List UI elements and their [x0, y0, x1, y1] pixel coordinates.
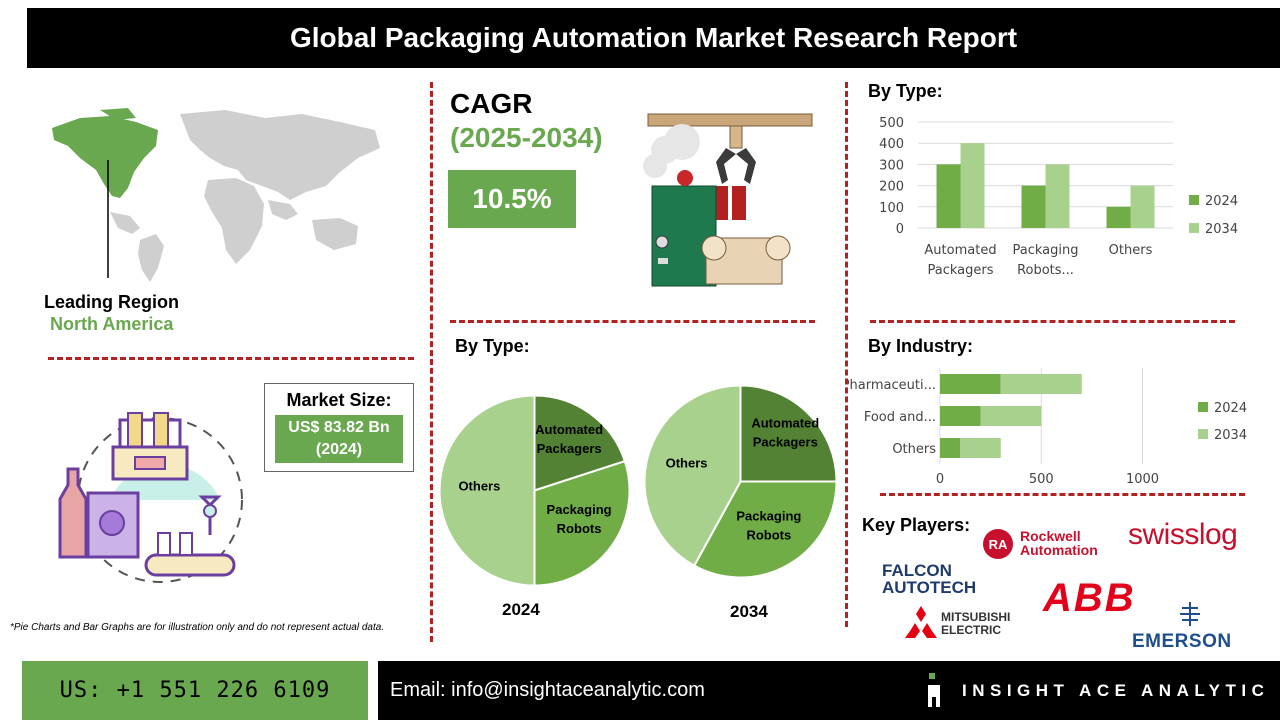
- divider-right: [845, 82, 848, 627]
- divider-industry: [880, 493, 1245, 496]
- y-tick-label: 0: [896, 222, 904, 237]
- mitsubishi-diamonds-icon: [905, 606, 937, 638]
- pie-slice-label: Packaging Robots: [736, 508, 801, 542]
- pie-slice-label: Packaging Robots: [547, 502, 612, 536]
- market-size-value: US$ 83.82 Bn: [288, 419, 390, 436]
- x-category-label: Packaging Robots...: [1013, 243, 1079, 278]
- leading-region-label: Leading Region: [44, 292, 179, 312]
- pie-chart-2024: Automated Packagers Packaging Robots Others: [438, 394, 631, 587]
- mitsubishi-name: MITSUBISHI ELECTRIC: [941, 610, 1011, 637]
- y-category-label: Others: [892, 442, 936, 457]
- insight-ace-logo-icon: [928, 673, 940, 707]
- x-tick-label: 1000: [1126, 472, 1159, 487]
- emerson-logo: EMERSON: [1132, 600, 1247, 652]
- y-category-label: Food and...: [864, 410, 936, 425]
- pie-slice-label: Automated Packagers: [751, 416, 819, 450]
- pie-slice-label: Others: [666, 456, 708, 471]
- abb-logo: ABB: [1043, 576, 1136, 620]
- legend-label: 2024: [1214, 401, 1247, 416]
- cagr-label: CAGR: [450, 88, 533, 119]
- divider-cagr: [450, 320, 815, 323]
- footer-contact-bar: Email: info@insightaceanalytic.com INSIG…: [378, 661, 1280, 720]
- bar-2034: [960, 438, 1001, 458]
- legend-swatch: [1198, 429, 1208, 439]
- y-tick-label: 200: [879, 180, 904, 195]
- divider-type: [870, 320, 1235, 323]
- bar-chart-by-industry: 0 500 1000 Pharmaceuti... Food and... Others 2…: [848, 368, 1247, 487]
- pie-slice: [533, 394, 627, 492]
- legend-swatch: [1198, 402, 1208, 412]
- pie-slice-label: Automated Packagers: [535, 422, 603, 456]
- swisslog-logo: swisslog: [1128, 518, 1238, 551]
- market-size-year: (2024): [315, 441, 363, 458]
- y-tick-label: 400: [879, 137, 904, 152]
- legend-label: 2034: [1205, 222, 1238, 237]
- divider-left: [430, 82, 433, 642]
- pie-2024-caption: 2024: [502, 600, 540, 619]
- packaging-illustration-icon: [58, 412, 243, 583]
- bar-2034: [1045, 164, 1070, 228]
- bar-2034: [1000, 374, 1082, 394]
- pie-chart-2034: Automated Packagers Packaging Robots Others: [643, 384, 838, 579]
- market-size-label: Market Size:: [286, 390, 392, 410]
- bar-2034: [960, 143, 985, 228]
- pie-slice: [533, 459, 631, 587]
- rockwell-name: Rockwell Automation: [1020, 528, 1098, 558]
- footer-email[interactable]: Email: info@insightaceanalytic.com: [390, 679, 705, 701]
- bar-chart-by-type: 0 100 200 300 400 500 Automated Packagers Packag…: [879, 116, 1238, 278]
- mitsubishi-electric-logo: MITSUBISHI ELECTRIC: [903, 605, 1028, 641]
- rockwell-badge-icon: RA: [983, 529, 1013, 559]
- pie-slice: [692, 480, 838, 579]
- pie-slice: [739, 384, 838, 483]
- legend-swatch: [1189, 195, 1199, 205]
- emerson-name: EMERSON: [1132, 631, 1232, 652]
- footer-brand: INSIGHT ACE ANALYTIC: [962, 681, 1270, 700]
- cagr-value: 10.5%: [448, 170, 576, 228]
- emerson-emblem-icon: [1180, 602, 1200, 626]
- bar-2024: [936, 164, 961, 228]
- rockwell-automation-logo: RA Rockwell Automation: [982, 528, 1122, 560]
- legend-label: 2034: [1214, 428, 1247, 443]
- bar-2024: [1106, 206, 1131, 228]
- pie-slice: [643, 384, 742, 567]
- svg-text:RA: RA: [989, 537, 1008, 552]
- y-tick-label: 500: [879, 116, 904, 131]
- falcon-autotech-logo: FALCON AUTOTECH: [882, 561, 977, 597]
- bar-chart-industry-title: By Industry:: [868, 336, 974, 356]
- bar-2034: [980, 406, 1042, 426]
- pie-slice: [438, 394, 536, 587]
- page-title: Global Packaging Automation Market Resea…: [27, 8, 1280, 68]
- world-map-icon: [52, 108, 380, 282]
- legend-label: 2024: [1205, 194, 1238, 209]
- bar-2024: [940, 406, 981, 426]
- leading-region-value: North America: [50, 314, 174, 334]
- x-tick-label: 500: [1029, 472, 1054, 487]
- bar-2024: [1021, 185, 1046, 228]
- legend-swatch: [1189, 223, 1199, 233]
- x-category-label: Automated Packagers: [924, 243, 996, 278]
- bar-chart-type-title: By Type:: [868, 81, 943, 101]
- disclaimer: *Pie Charts and Bar Graphs are for illus…: [10, 622, 385, 633]
- x-category-label: Others: [1109, 243, 1153, 258]
- bar-2024: [940, 438, 961, 458]
- robot-arm-illustration-icon: [643, 113, 813, 287]
- y-category-label: Pharmaceuti...: [848, 378, 936, 393]
- y-tick-label: 300: [879, 158, 904, 173]
- pie-chart-type-title: By Type:: [455, 336, 530, 356]
- cagr-period: (2025-2034): [450, 122, 603, 153]
- market-size-value-box: US$ 83.82 Bn (2024): [275, 415, 403, 463]
- y-tick-label: 100: [879, 201, 904, 216]
- bar-2024: [940, 374, 1001, 394]
- bar-2034: [1130, 185, 1155, 228]
- divider-region: [48, 357, 414, 360]
- key-players-label: Key Players:: [862, 515, 971, 535]
- pie-slice-label: Others: [458, 479, 500, 494]
- market-size-card: Market Size: US$ 83.82 Bn (2024): [264, 383, 414, 472]
- footer-phone[interactable]: US: +1 551 226 6109: [22, 661, 368, 720]
- pie-2034-caption: 2034: [730, 602, 768, 621]
- x-tick-label: 0: [936, 472, 944, 487]
